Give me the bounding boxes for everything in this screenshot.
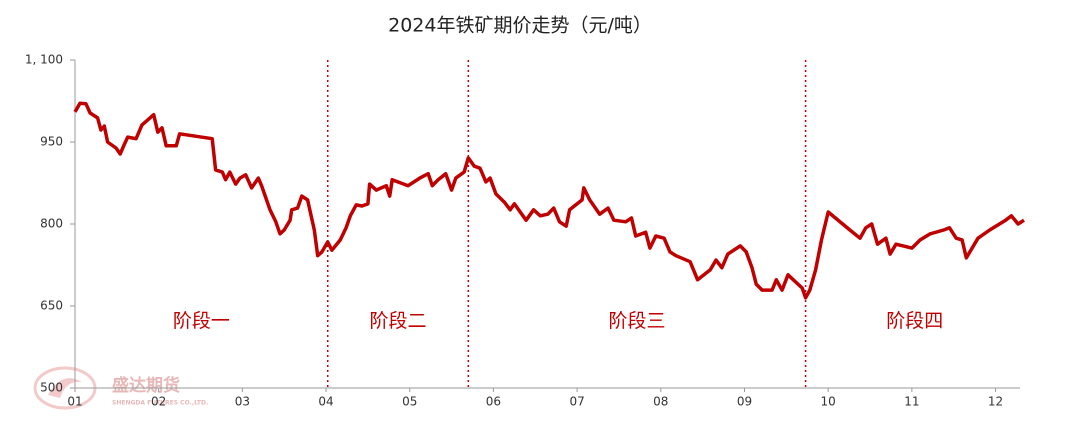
x-tick-label: 04	[318, 395, 333, 409]
y-tick-label: 800	[40, 217, 63, 231]
x-tick-label: 08	[653, 395, 668, 409]
phase-label: 阶段四	[886, 310, 943, 332]
price-line	[73, 101, 1025, 300]
logo-mark	[48, 378, 82, 398]
y-tick-label: 1, 100	[25, 53, 63, 67]
watermark: 盛达期货	[112, 375, 180, 396]
x-tick-label: 11	[904, 395, 919, 409]
x-tick-label: 01	[67, 395, 82, 409]
x-tick-label: 05	[402, 395, 417, 409]
phase-label: 阶段一	[173, 310, 230, 332]
x-tick-label: 12	[988, 395, 1003, 409]
phase-label: 阶段三	[608, 310, 665, 332]
y-tick-label: 650	[40, 299, 63, 313]
x-tick-label: 02	[151, 395, 166, 409]
y-tick-label: 950	[40, 135, 63, 149]
chart-title: 2024年铁矿期价走势（元/吨）	[388, 15, 652, 37]
phase-label: 阶段二	[370, 310, 427, 332]
x-tick-label: 09	[737, 395, 752, 409]
x-tick-label: 07	[569, 395, 584, 409]
x-tick-label: 06	[486, 395, 501, 409]
x-tick-label: 03	[235, 395, 250, 409]
y-tick-label: 500	[40, 381, 63, 395]
x-tick-label: 10	[821, 395, 836, 409]
watermark-sub: SHENGDA FUTURES CO.,LTD.	[112, 400, 208, 407]
